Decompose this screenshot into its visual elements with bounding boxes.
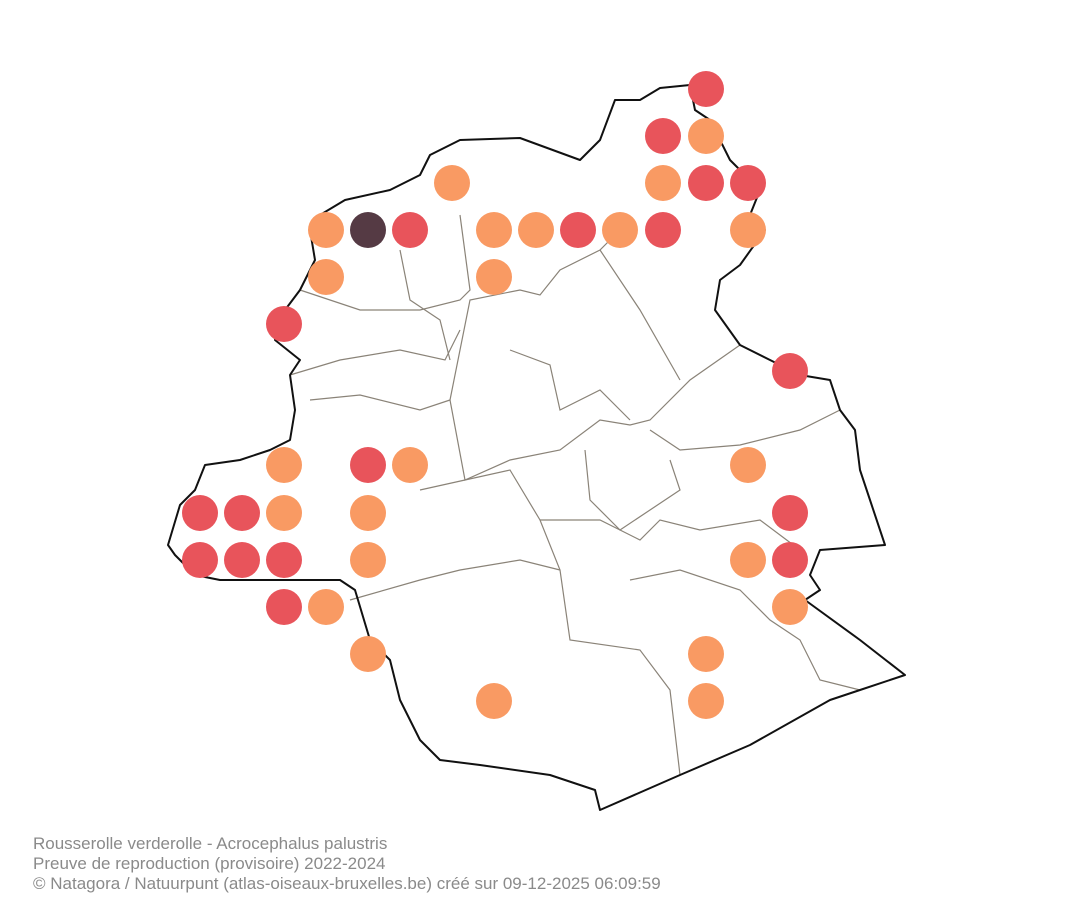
observation-dot — [350, 212, 386, 248]
observation-dots — [182, 71, 808, 719]
observation-dot — [266, 447, 302, 483]
observation-dot — [518, 212, 554, 248]
caption-credit: © Natagora / Natuurpunt (atlas-oiseaux-b… — [33, 874, 661, 893]
observation-dot — [392, 212, 428, 248]
commune-border — [584, 449, 681, 531]
observation-dot — [645, 118, 681, 154]
commune-border — [299, 214, 471, 311]
observation-dot — [688, 165, 724, 201]
observation-dot — [772, 495, 808, 531]
observation-dot — [560, 212, 596, 248]
observation-dot — [645, 165, 681, 201]
observation-dot — [224, 495, 260, 531]
observation-dot — [688, 71, 724, 107]
observation-dot — [772, 589, 808, 625]
observation-dot — [602, 212, 638, 248]
observation-dot — [645, 212, 681, 248]
observation-dot — [476, 683, 512, 719]
observation-dot — [434, 165, 470, 201]
observation-dot — [730, 447, 766, 483]
observation-dot — [688, 118, 724, 154]
commune-border — [399, 249, 451, 361]
observation-dot — [266, 495, 302, 531]
observation-dot — [224, 542, 260, 578]
observation-dot — [350, 542, 386, 578]
observation-dot — [266, 306, 302, 342]
commune-border — [449, 344, 741, 481]
observation-dot — [266, 589, 302, 625]
commune-border — [349, 559, 561, 601]
commune-borders — [289, 214, 861, 776]
commune-border — [509, 349, 631, 421]
commune-border — [289, 329, 461, 376]
commune-border — [629, 569, 861, 691]
commune-border — [649, 409, 841, 451]
observation-dot — [772, 542, 808, 578]
commune-border — [540, 519, 801, 551]
observation-dot — [350, 495, 386, 531]
observation-dot — [350, 447, 386, 483]
observation-dot — [182, 495, 218, 531]
caption-species: Rousserolle verderolle - Acrocephalus pa… — [33, 834, 387, 853]
observation-dot — [308, 589, 344, 625]
caption-subtitle: Preuve de reproduction (provisoire) 2022… — [33, 854, 385, 873]
commune-border — [309, 229, 621, 411]
commune-border — [599, 249, 681, 381]
observation-dot — [182, 542, 218, 578]
observation-dot — [308, 212, 344, 248]
observation-dot — [772, 353, 808, 389]
observation-dot — [476, 259, 512, 295]
observation-dot — [476, 212, 512, 248]
observation-dot — [730, 542, 766, 578]
observation-dot — [688, 636, 724, 672]
observation-dot — [730, 212, 766, 248]
observation-dot — [730, 165, 766, 201]
observation-dot — [392, 447, 428, 483]
observation-dot — [308, 259, 344, 295]
region-outline — [167, 84, 906, 811]
observation-dot — [266, 542, 302, 578]
observation-dot — [350, 636, 386, 672]
observation-dot — [688, 683, 724, 719]
